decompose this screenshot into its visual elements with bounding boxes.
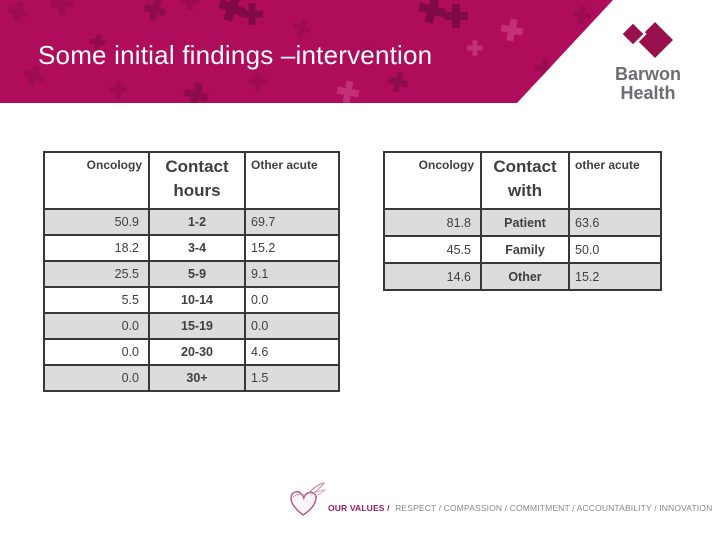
table-header-row: Oncology Contact hours Other acute xyxy=(43,151,340,210)
table-row: 25.5 5-9 9.1 xyxy=(43,260,340,288)
table-cell: 0.0 xyxy=(244,286,340,314)
table-row: 0.0 20-30 4.6 xyxy=(43,338,340,366)
column-header-contact-hours: Contact hours xyxy=(148,151,246,210)
column-header-other-acute: Other acute xyxy=(244,151,340,210)
logo-name-line1: Barwon xyxy=(614,64,681,84)
table-cell: 69.7 xyxy=(244,208,340,236)
table-cell: 45.5 xyxy=(383,235,482,264)
title-banner: Some initial findings –intervention xyxy=(0,0,613,103)
table-cell: 0.0 xyxy=(43,338,150,366)
table-cell: 50.9 xyxy=(43,208,150,236)
column-header-oncology: Oncology xyxy=(43,151,150,210)
values-heart-icon xyxy=(290,482,327,516)
table-cell: 50.0 xyxy=(568,235,662,264)
table-row: 0.0 30+ 1.5 xyxy=(43,364,340,392)
table-row: 45.5 Family 50.0 xyxy=(383,235,662,264)
footer-values-label: OUR VALUES / xyxy=(328,503,390,513)
table-cell: 0.0 xyxy=(43,312,150,340)
barwon-health-logo: Barwon Health xyxy=(598,20,698,103)
column-header-other-acute: other acute xyxy=(568,151,662,210)
table-cell: 5.5 xyxy=(43,286,150,314)
table-header-row: Oncology Contact with other acute xyxy=(383,151,662,210)
table-cell: 14.6 xyxy=(383,262,482,291)
table-cell: Other xyxy=(480,262,570,291)
column-header-contact-with: Contact with xyxy=(480,151,570,210)
table-cell: 63.6 xyxy=(568,208,662,237)
table-cell: 20-30 xyxy=(148,338,246,366)
logo-name-line2: Health xyxy=(620,83,676,103)
table-row: 0.0 15-19 0.0 xyxy=(43,312,340,340)
table-cell: 15.2 xyxy=(244,234,340,262)
contact-with-table: Oncology Contact with other acute 81.8 P… xyxy=(383,151,662,291)
table-cell: 15.2 xyxy=(568,262,662,291)
table-cell: 3-4 xyxy=(148,234,246,262)
table-cell: 9.1 xyxy=(244,260,340,288)
table-row: 81.8 Patient 63.6 xyxy=(383,208,662,237)
table-cell: 0.0 xyxy=(43,364,150,392)
table-cell: Patient xyxy=(480,208,570,237)
table-cell: 81.8 xyxy=(383,208,482,237)
table-row: 18.2 3-4 15.2 xyxy=(43,234,340,262)
table-cell: 10-14 xyxy=(148,286,246,314)
table-cell: 5-9 xyxy=(148,260,246,288)
footer-values-items: RESPECT / COMPASSION / COMMITMENT / ACCO… xyxy=(395,503,713,513)
values-footer: OUR VALUES / RESPECT / COMPASSION / COMM… xyxy=(328,503,712,513)
table-cell: 1-2 xyxy=(148,208,246,236)
slide-title: Some initial findings –intervention xyxy=(38,40,433,70)
table-cell: Family xyxy=(480,235,570,264)
table-cell: 18.2 xyxy=(43,234,150,262)
table-cell: 0.0 xyxy=(244,312,340,340)
contact-hours-table: Oncology Contact hours Other acute 50.9 … xyxy=(43,151,340,392)
table-row: 50.9 1-2 69.7 xyxy=(43,208,340,236)
heart-logo-icon xyxy=(620,20,673,58)
table-cell: 25.5 xyxy=(43,260,150,288)
table-cell: 1.5 xyxy=(244,364,340,392)
table-row: 5.5 10-14 0.0 xyxy=(43,286,340,314)
column-header-oncology: Oncology xyxy=(383,151,482,210)
table-row: 14.6 Other 15.2 xyxy=(383,262,662,291)
table-cell: 4.6 xyxy=(244,338,340,366)
table-cell: 30+ xyxy=(148,364,246,392)
table-cell: 15-19 xyxy=(148,312,246,340)
